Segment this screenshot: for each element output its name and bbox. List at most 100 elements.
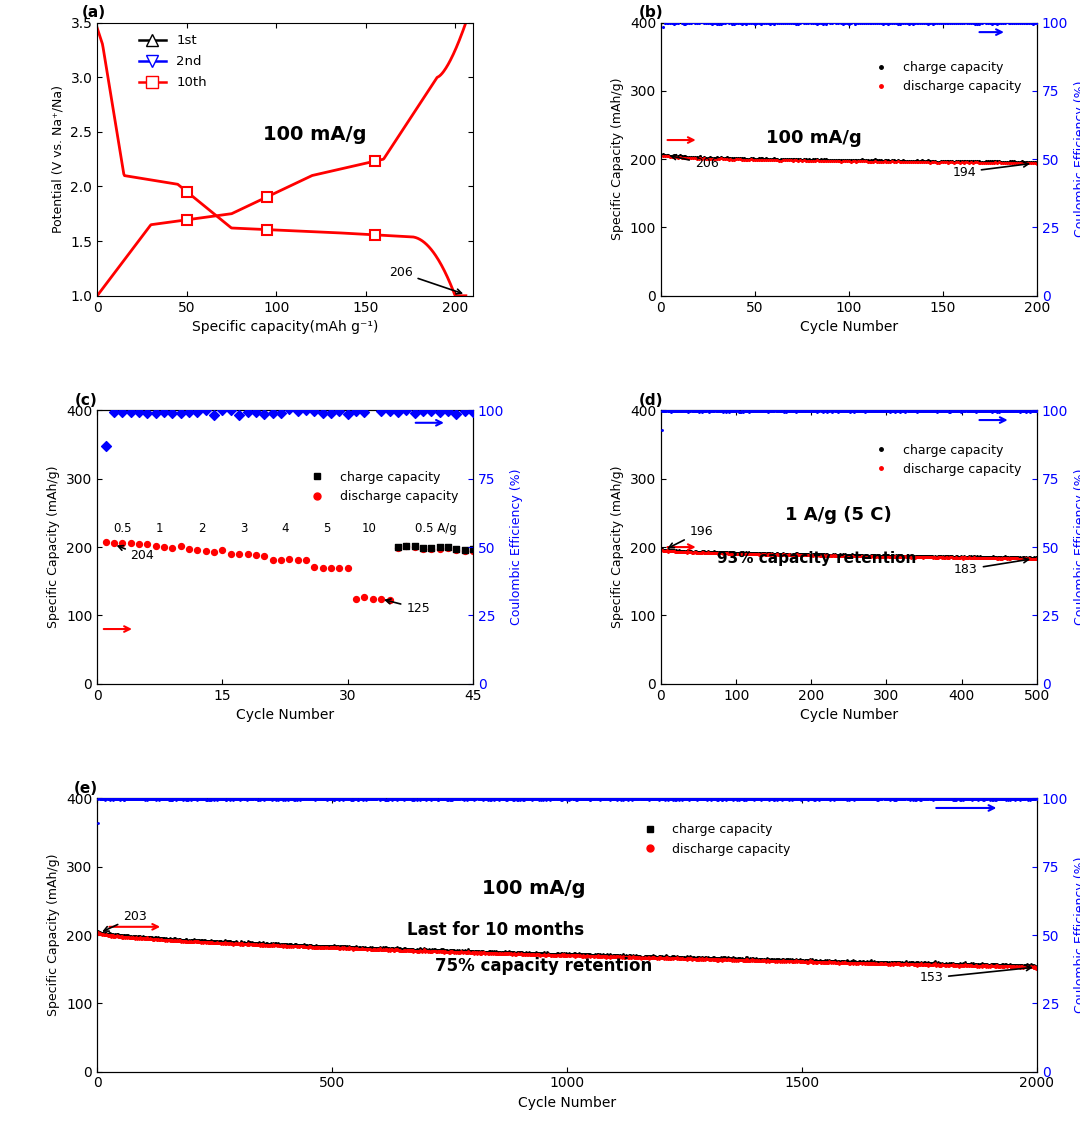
Point — [137, 929, 154, 948]
Point — [852, 953, 869, 971]
Point — [566, 791, 583, 809]
Point — [110, 791, 127, 809]
Point — [190, 791, 207, 809]
Point — [688, 402, 705, 420]
Point — [757, 952, 774, 970]
Point — [780, 14, 797, 32]
Point — [990, 403, 1008, 421]
Point — [141, 929, 159, 948]
Point — [564, 944, 581, 962]
Point — [150, 929, 167, 948]
Point — [747, 545, 765, 563]
Point — [218, 791, 235, 809]
Point — [880, 954, 897, 972]
Point — [673, 543, 690, 561]
Point — [221, 791, 239, 809]
Point — [740, 791, 757, 809]
Point — [823, 791, 840, 809]
Point — [701, 950, 718, 968]
Point — [424, 940, 442, 958]
Point — [108, 791, 125, 809]
Point — [922, 402, 940, 420]
Point — [131, 535, 148, 553]
Point — [546, 945, 564, 963]
Point — [367, 790, 384, 808]
Point — [207, 933, 225, 951]
Point — [1026, 15, 1043, 33]
Point — [417, 942, 434, 960]
Point — [592, 945, 609, 963]
Point — [669, 543, 686, 561]
Point — [467, 942, 484, 960]
Point — [740, 403, 757, 421]
Point — [828, 953, 846, 971]
Point — [969, 791, 986, 809]
Point — [706, 949, 724, 967]
Point — [975, 955, 993, 973]
Point — [663, 948, 680, 966]
Point — [387, 941, 404, 959]
Point — [242, 935, 259, 953]
Point — [98, 925, 116, 943]
Point — [1016, 791, 1034, 809]
Point — [1003, 957, 1021, 975]
Point — [972, 955, 989, 973]
Point — [247, 936, 265, 954]
Point — [320, 937, 337, 955]
Point — [122, 928, 139, 946]
Point — [496, 791, 513, 809]
Point — [978, 955, 996, 973]
Point — [212, 932, 229, 950]
Point — [834, 790, 851, 808]
Point — [408, 785, 426, 803]
Point — [881, 403, 899, 421]
Point — [903, 547, 920, 565]
Point — [939, 790, 956, 808]
Point — [983, 955, 1000, 973]
Point — [172, 790, 189, 808]
Point — [93, 790, 110, 808]
Point — [103, 925, 120, 943]
Point — [888, 791, 905, 809]
Point — [788, 952, 806, 970]
Point — [805, 953, 822, 971]
Point — [320, 790, 337, 808]
Point — [761, 15, 779, 33]
Point — [751, 546, 768, 564]
Point — [1023, 155, 1040, 173]
Point — [268, 790, 285, 808]
Point — [195, 790, 213, 808]
Point — [728, 15, 745, 33]
Point — [705, 788, 723, 807]
Point — [545, 790, 563, 808]
Point — [247, 790, 265, 808]
Point — [947, 402, 964, 420]
Point — [330, 403, 348, 421]
Point — [656, 540, 673, 558]
Point — [798, 546, 815, 564]
Point — [919, 152, 936, 170]
Point — [581, 948, 598, 966]
Point — [571, 946, 589, 964]
Point — [373, 940, 390, 958]
Point — [690, 403, 707, 421]
Point — [244, 936, 261, 954]
Point — [994, 790, 1011, 808]
Point — [980, 549, 997, 567]
Point — [395, 791, 413, 809]
Point — [767, 952, 784, 970]
Point — [716, 14, 733, 32]
Point — [914, 402, 931, 420]
Point — [639, 949, 657, 967]
Point — [630, 948, 647, 966]
Point — [753, 546, 770, 564]
Point — [556, 946, 573, 964]
Point — [986, 791, 1003, 809]
Point — [941, 548, 958, 566]
Point — [496, 944, 513, 962]
Point — [95, 791, 112, 809]
Point — [869, 403, 887, 421]
Point — [854, 954, 872, 972]
Point — [512, 943, 529, 961]
Point — [523, 790, 540, 808]
